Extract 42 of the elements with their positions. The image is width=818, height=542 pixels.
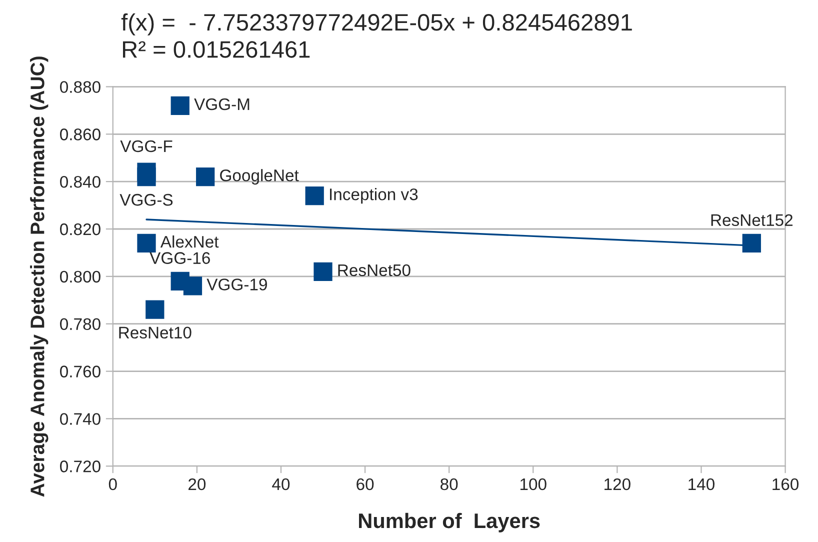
point (305, 186, 324, 206)
y-tick-label: 0.740 (60, 413, 100, 425)
x-tick-label: 120 (604, 478, 630, 490)
text: R² = 0.015261461 (123, 41, 310, 58)
x-tick-label: 140 (688, 478, 714, 490)
x-tick-label: 40 (272, 478, 290, 490)
x-tick-label: 0 (108, 478, 117, 490)
y-tick-label: 0.880 (60, 81, 100, 93)
y-tick-label: 0.780 (60, 318, 100, 330)
point (196, 168, 215, 186)
point (170, 96, 190, 116)
y-axis-title: Average Anomaly Detection Performance (AUC) (30, 56, 48, 497)
y-tick-label: 0.840 (60, 176, 100, 188)
point (314, 262, 332, 281)
x-tick-label: 80 (440, 478, 458, 490)
y-tick-label: 0.860 (60, 128, 100, 140)
annotation: ResNet10 (119, 326, 192, 339)
y-tick-label: 0.760 (60, 366, 100, 378)
x-tick-label: 20 (188, 478, 206, 490)
point (742, 234, 761, 253)
annotation: ResNet50 (338, 264, 410, 276)
point (137, 234, 156, 253)
point (137, 168, 156, 186)
annotation: VGG-F (120, 140, 172, 152)
annotation: VGG-19 (206, 278, 267, 290)
x-tick-label: 60 (356, 478, 374, 490)
annotation: VGG-16 (150, 252, 210, 264)
y-tick-label: 0.820 (60, 223, 100, 236)
annotation: VGG-S (120, 194, 173, 206)
x-tick-label: 160 (772, 478, 799, 490)
y-tick-label: 0.720 (60, 460, 100, 472)
annotation: AlexNet (160, 235, 219, 248)
annotation: Inception v3 (330, 188, 418, 204)
annotation: GoogleNet (220, 169, 299, 185)
point (183, 276, 202, 296)
x-tick-label: 100 (520, 478, 546, 490)
point (146, 300, 164, 319)
y-tick-label: 0.800 (60, 270, 100, 283)
annotation: ResNet152 (711, 214, 793, 226)
annotation: VGG-M (194, 98, 250, 110)
text: f(x) = - 7.7523379772492E-05x + 0.8245462891 (121, 13, 632, 36)
x-axis-title: Number of Layers (359, 512, 540, 532)
